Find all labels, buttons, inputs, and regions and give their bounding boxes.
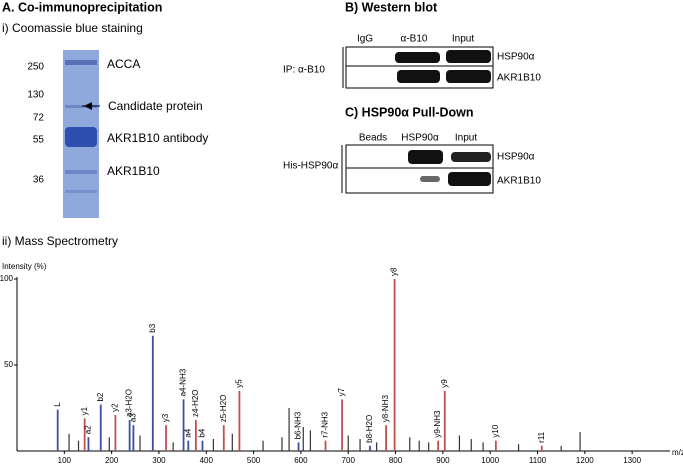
panel-b-title: B) Western blot	[345, 0, 438, 14]
blot-band	[408, 150, 443, 164]
band-label: Candidate protein	[108, 99, 203, 113]
peak-label: y9-NH3	[433, 410, 442, 438]
peak-label: b4	[198, 428, 207, 437]
x-tick-label: 500	[247, 456, 261, 465]
peak-label: a4	[183, 428, 192, 437]
x-tick-label: 700	[342, 456, 356, 465]
y-axis-label: Intensity (%)	[2, 262, 47, 271]
row-label: HSP90α	[497, 152, 535, 163]
lane-label: Input	[452, 34, 474, 45]
lane-label: HSP90α	[401, 133, 439, 144]
x-tick-label: 800	[389, 456, 403, 465]
arrow-head	[84, 102, 92, 110]
gel-band	[65, 170, 97, 174]
y-tick-label: 50	[4, 360, 13, 369]
peak-label: b2	[96, 392, 105, 401]
gel-band	[65, 190, 97, 193]
bait-label: His-HSP90α	[283, 161, 338, 172]
x-tick-label: 100	[58, 456, 72, 465]
band-label: AKR1B10	[107, 164, 160, 178]
blot-band	[446, 70, 491, 83]
peak-label: y7	[337, 387, 346, 396]
row-label: AKR1B10	[497, 176, 541, 187]
peak-label: z4-H2O	[191, 389, 200, 417]
gel-band	[65, 127, 97, 147]
band-label: AKR1B10 antibody	[107, 131, 208, 145]
lane-label: α-B10	[401, 34, 428, 45]
peak-label: a3	[129, 413, 138, 422]
peak-label: b3	[148, 323, 157, 332]
peak-label: b6-NH3	[294, 411, 303, 439]
peak-label: y5	[235, 379, 244, 388]
ip-label: IP: α-B10	[283, 65, 325, 76]
blot-band	[446, 50, 491, 63]
marker-label: 72	[33, 113, 45, 124]
peak-label: a4-NH3	[179, 368, 188, 396]
peak-label: L	[53, 402, 62, 407]
x-tick-label: 600	[294, 456, 308, 465]
row-label: AKR1B10	[497, 73, 541, 84]
x-tick-label: 300	[152, 456, 166, 465]
chart-title: ii) Mass Spectrometry	[2, 234, 118, 248]
lane-label: Beads	[359, 133, 387, 144]
marker-label: 250	[27, 62, 44, 73]
x-axis-label: m/z	[672, 448, 683, 457]
peak-label: y1	[80, 406, 89, 415]
lane-label: Input	[455, 133, 477, 144]
blot-band	[448, 172, 491, 186]
blot-band	[451, 152, 491, 162]
peak-label: r7-NH3	[321, 411, 330, 437]
peak-label: b8-H2O	[365, 415, 374, 443]
marker-label: 36	[33, 175, 45, 186]
marker-label: 55	[33, 135, 45, 146]
peak-label: a3-H2O	[125, 389, 134, 417]
peak-label: a2	[84, 425, 93, 434]
panel-a-title: A. Co-immunoprecipitation	[2, 0, 162, 14]
peak-label: y8	[390, 267, 399, 276]
x-tick-label: 1200	[576, 456, 594, 465]
blot-band	[395, 52, 440, 63]
peak-label: y10	[491, 424, 500, 437]
band-label: ACCA	[107, 57, 140, 71]
peak-label: z5-H2O	[219, 395, 228, 423]
blot-band	[420, 176, 440, 182]
row-label: HSP90α	[497, 52, 535, 63]
x-tick-label: 900	[436, 456, 450, 465]
panel-a-subtitle: i) Coomassie blue staining	[2, 21, 143, 35]
peak-label: y9	[440, 379, 449, 388]
marker-label: 130	[27, 90, 44, 101]
y-tick-label: 100	[0, 274, 14, 283]
gel-band	[65, 105, 97, 108]
x-tick-label: 1100	[529, 456, 547, 465]
x-tick-label: 400	[200, 456, 214, 465]
x-tick-label: 1300	[623, 456, 641, 465]
x-tick-label: 1000	[481, 456, 499, 465]
peak-label: y2	[111, 403, 120, 412]
gel-band	[65, 60, 97, 65]
blot-band	[397, 70, 440, 83]
lane-label: IgG	[357, 34, 373, 45]
peak-label: r11	[537, 431, 546, 443]
peak-label: y8-NH3	[381, 395, 390, 423]
peak-label: y3	[161, 413, 170, 422]
x-tick-label: 200	[105, 456, 119, 465]
panel-c-title: C) HSP90α Pull-Down	[345, 105, 474, 119]
